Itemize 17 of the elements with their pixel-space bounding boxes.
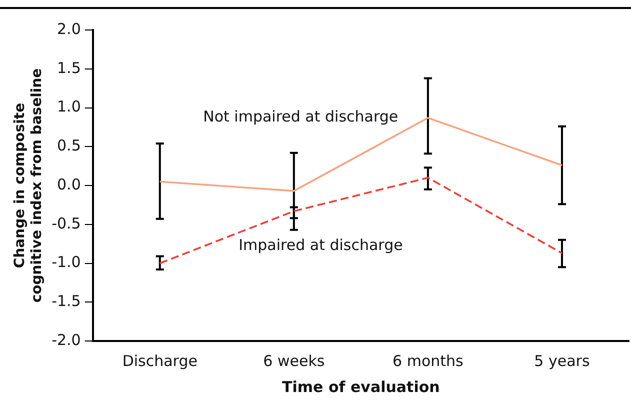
series-label: Impaired at discharge: [238, 236, 403, 254]
y-tick-label: 2.0: [57, 20, 81, 38]
y-tick-label: -1.0: [52, 253, 81, 272]
y-tick-label: 1.0: [57, 98, 81, 116]
series-label: Not impaired at discharge: [203, 108, 398, 126]
y-tick-label: -0.5: [52, 214, 81, 232]
x-tick-label: 6 weeks: [263, 352, 325, 370]
y-axis-title: Change in composite cognitive index from baseline: [12, 68, 45, 303]
y-tick-label: -1.5: [52, 292, 81, 310]
y-tick-label: 0.0: [57, 175, 81, 194]
x-tick-label: Discharge: [122, 352, 198, 370]
y-tick-label: 1.5: [57, 58, 81, 77]
y-tick-label: 0.5: [57, 136, 81, 155]
x-tick-label: 5 years: [534, 352, 590, 370]
x-tick-label: 6 months: [392, 352, 464, 370]
y-tick-label: -2.0: [52, 330, 81, 349]
x-axis-title: Time of evaluation: [282, 378, 440, 396]
